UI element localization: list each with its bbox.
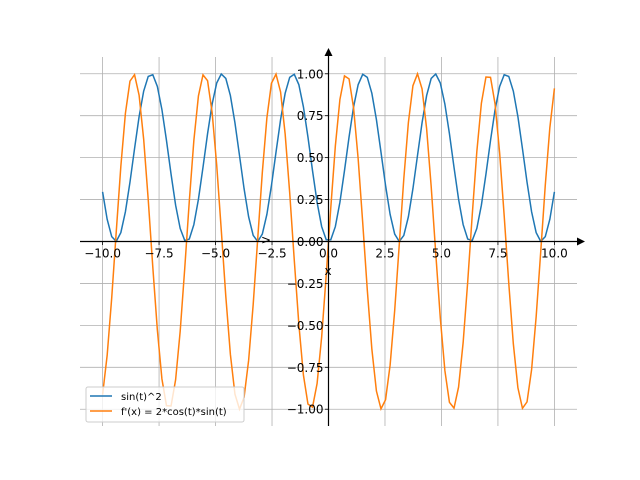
x-tick-label: 2.5 xyxy=(375,247,394,261)
arrow-marker: > xyxy=(261,233,271,247)
y-tick-label: 1.00 xyxy=(297,67,324,81)
x-tick-label: −7.5 xyxy=(144,247,173,261)
x-tick-label: 7.5 xyxy=(488,247,507,261)
x-tick-label: −2.5 xyxy=(257,247,286,261)
x-tick-label: 0.0 xyxy=(319,247,338,261)
y-tick-label: −1.00 xyxy=(287,403,324,417)
y-tick-label: 0.00 xyxy=(297,235,324,249)
y-tick-label: 0.50 xyxy=(297,151,324,165)
legend-label-sin2: sin(t)^2 xyxy=(121,392,162,403)
legend-box xyxy=(85,386,245,423)
y-axis-arrow xyxy=(324,48,333,56)
y-tick-label: −0.25 xyxy=(287,277,324,291)
x-tick-label: −5.0 xyxy=(201,247,230,261)
y-tick-label: −0.50 xyxy=(287,319,324,333)
x-axis-label: x xyxy=(324,264,331,278)
x-tick-label: −10.0 xyxy=(84,247,121,261)
y-tick-label: −0.75 xyxy=(287,361,324,375)
tick-labels: −10.0 −7.5 −5.0 −2.5 0.0 2.5 5.0 7.5 10.0 −1.00 −0… xyxy=(84,67,568,416)
legend-label-derivative: f'(x) = 2*cos(t)*sin(t) xyxy=(121,407,227,418)
x-tick-label: 10.0 xyxy=(541,247,568,261)
legend: sin(t)^2 f'(x) = 2*cos(t)*sin(t) xyxy=(85,386,245,423)
y-tick-label: 0.25 xyxy=(297,193,324,207)
x-tick-label: 5.0 xyxy=(432,247,451,261)
x-axis-arrow xyxy=(577,237,585,246)
axes xyxy=(80,48,585,426)
y-tick-label: 0.75 xyxy=(297,109,324,123)
